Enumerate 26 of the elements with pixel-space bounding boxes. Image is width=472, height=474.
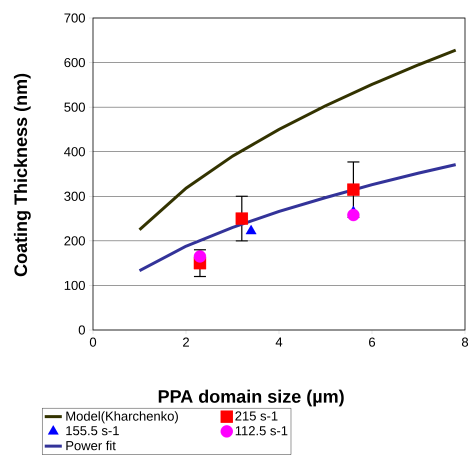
legend-label: 155.5 s-1 <box>66 426 119 436</box>
point <box>347 183 360 196</box>
point <box>236 212 248 225</box>
legend-label: Model(Kharchenko) <box>66 411 178 424</box>
y-tick-label: 700 <box>64 13 85 23</box>
x-tick-label: 4 <box>276 338 282 346</box>
y-tick-label: 0 <box>78 325 85 335</box>
x-axis-title: PPA domain size (µm) <box>158 390 344 406</box>
x-tick-label: 2 <box>183 338 189 347</box>
x-tick-label: 6 <box>369 338 376 347</box>
y-tick-label: 600 <box>64 58 85 68</box>
y-tick-label: 100 <box>64 280 85 290</box>
legend-label: 112.5 s-1 <box>236 426 288 436</box>
legend-label: 215 s-1 <box>235 411 278 421</box>
y-tick-label: 200 <box>64 236 85 246</box>
x-tick-label: 0 <box>90 338 96 347</box>
y-tick-label: 500 <box>64 102 85 112</box>
legend-label: Power fit <box>66 440 116 450</box>
line-series <box>138 163 458 272</box>
line-series <box>138 48 458 232</box>
point <box>246 224 256 234</box>
point <box>347 208 360 222</box>
y-tick-label: 300 <box>64 192 85 201</box>
x-tick-label: 8 <box>462 338 468 347</box>
y-axis-title: Coating Thickness (nm) <box>14 74 31 276</box>
y-tick-label: 400 <box>64 147 85 156</box>
